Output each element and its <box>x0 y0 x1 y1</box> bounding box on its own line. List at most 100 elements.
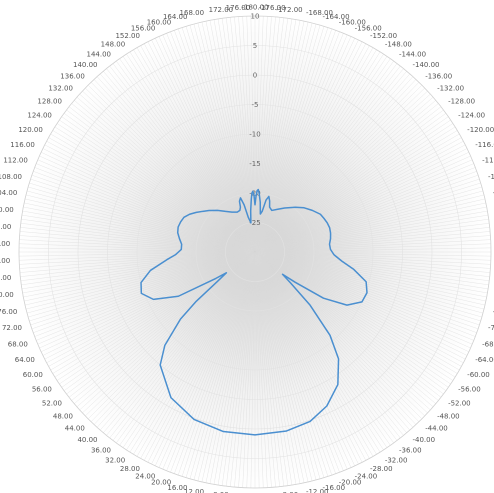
angle-tick-label: 168.00 <box>180 9 205 17</box>
radial-tick-labels: -25 -20 -15 -10 -5 0 5 10 <box>249 13 260 228</box>
angle-tick-label: -120.00 <box>467 126 494 134</box>
angle-tick-label: -152.00 <box>370 32 397 40</box>
outer-ring <box>18 15 492 489</box>
angle-tick-label: -8.00 <box>280 491 298 493</box>
angle-tick-label: 116.00 <box>10 141 35 149</box>
angle-tick-label: 172.00 <box>209 6 234 14</box>
angle-tick-labels: 0.004.008.0012.0016.0020.0024.0028.0032.… <box>0 4 494 493</box>
angle-tick-label: -28.00 <box>370 465 393 473</box>
angle-tick-label: -32.00 <box>385 456 408 464</box>
angle-tick-label: 148.00 <box>101 41 126 49</box>
angle-tick-label: 140.00 <box>73 61 98 69</box>
angle-tick-label: -44.00 <box>425 425 448 433</box>
angle-tick-label: 20.00 <box>151 479 171 487</box>
radial-tick-label: -20 <box>249 190 260 198</box>
angle-tick-label: 80.00 <box>0 291 14 299</box>
angle-tick-label: 132.00 <box>48 85 73 93</box>
angle-tick-label: -36.00 <box>399 447 422 455</box>
angle-tick-label: 64.00 <box>15 356 35 364</box>
angle-tick-label: -64.00 <box>475 356 494 364</box>
angle-tick-label: 84.00 <box>0 274 11 282</box>
radial-ring <box>136 133 374 371</box>
radial-ring <box>77 74 433 430</box>
angle-tick-label: -180.00 <box>241 4 268 12</box>
radial-tick-label: -5 <box>252 101 259 109</box>
angle-tick-label: -168.00 <box>306 9 333 17</box>
angle-tick-label: -60.00 <box>467 371 490 379</box>
angle-tick-label: 104.00 <box>0 189 17 197</box>
angle-tick-label: 52.00 <box>42 399 62 407</box>
radial-tick-label: 0 <box>253 72 257 80</box>
angle-tick-label: 164.00 <box>163 13 188 21</box>
angle-tick-label: -140.00 <box>412 61 439 69</box>
radial-tick-label: 5 <box>253 42 257 50</box>
angle-tick-label: 16.00 <box>167 484 187 492</box>
angle-tick-label: -76.00 <box>493 308 494 316</box>
angle-tick-label: -176.00 <box>259 4 286 12</box>
angle-tick-label: -164.00 <box>323 13 350 21</box>
angle-tick-label: 60.00 <box>23 371 43 379</box>
angle-tick-label: -144.00 <box>399 50 426 58</box>
angle-tick-label: 40.00 <box>77 436 97 444</box>
angle-tick-label: -108.00 <box>488 173 494 181</box>
angle-tick-label: 72.00 <box>2 324 22 332</box>
angle-tick-label: -48.00 <box>437 412 460 420</box>
angle-tick-label: 24.00 <box>135 472 155 480</box>
angle-tick-label: -52.00 <box>448 399 471 407</box>
angle-tick-label: 28.00 <box>120 465 140 473</box>
angle-tick-label: 100.00 <box>0 206 14 214</box>
radial-ring <box>166 163 344 341</box>
angle-tick-label: -68.00 <box>482 340 494 348</box>
angle-tick-label: -40.00 <box>412 436 435 444</box>
angle-tick-label: 128.00 <box>37 98 62 106</box>
angle-tick-label: -128.00 <box>448 98 475 106</box>
angle-tick-label: 76.00 <box>0 308 17 316</box>
angle-tick-label: 108.00 <box>0 173 22 181</box>
radial-ring <box>195 192 315 312</box>
angle-tick-label: -172.00 <box>276 6 303 14</box>
angle-tick-label: 112.00 <box>3 157 28 165</box>
angular-grid <box>19 16 491 488</box>
angle-tick-label: -20.00 <box>339 479 362 487</box>
angle-tick-label: 88.00 <box>0 257 10 265</box>
angle-tick-label: -12.00 <box>306 488 329 493</box>
angle-tick-label: 124.00 <box>27 111 52 119</box>
angle-tick-label: 144.00 <box>86 50 111 58</box>
angle-tick-label: -104.00 <box>493 189 494 197</box>
angle-tick-label: -156.00 <box>355 25 382 33</box>
angle-tick-label: -16.00 <box>323 484 346 492</box>
angle-tick-label: 44.00 <box>65 425 85 433</box>
angle-tick-label: 36.00 <box>91 447 111 455</box>
angle-tick-label: -148.00 <box>385 41 412 49</box>
radial-tick-label: -10 <box>249 131 260 139</box>
radial-tick-label: -25 <box>249 219 260 227</box>
angle-tick-label: -116.00 <box>475 141 494 149</box>
angle-tick-label: -112.00 <box>482 157 494 165</box>
angle-tick-label: 156.00 <box>131 25 156 33</box>
angle-tick-label: -72.00 <box>488 324 494 332</box>
radial-tick-label: -15 <box>249 160 260 168</box>
radial-ring <box>48 45 462 459</box>
radial-grid <box>18 15 492 489</box>
angle-tick-label: -124.00 <box>458 111 485 119</box>
angle-tick-label: -136.00 <box>425 72 452 80</box>
radial-tick-label: 10 <box>251 13 260 21</box>
angle-tick-label: 68.00 <box>8 340 28 348</box>
angle-tick-label: 12.00 <box>184 488 204 493</box>
angle-tick-label: -56.00 <box>458 386 481 394</box>
radial-ring <box>107 104 403 400</box>
angle-tick-label: 136.00 <box>60 72 85 80</box>
angle-tick-label: 56.00 <box>32 386 52 394</box>
angle-tick-label: 92.00 <box>0 240 10 248</box>
angle-tick-label: -160.00 <box>339 18 366 26</box>
radial-ring <box>225 222 285 282</box>
angle-tick-label: 176.00 <box>226 4 251 12</box>
angle-tick-label: 32.00 <box>105 456 125 464</box>
angle-tick-label: -24.00 <box>355 472 378 480</box>
angle-tick-label: -132.00 <box>437 85 464 93</box>
angle-tick-label: 152.00 <box>115 32 140 40</box>
angle-tick-label: 120.00 <box>18 126 43 134</box>
series-line <box>140 188 368 436</box>
angle-tick-label: 96.00 <box>0 223 11 231</box>
